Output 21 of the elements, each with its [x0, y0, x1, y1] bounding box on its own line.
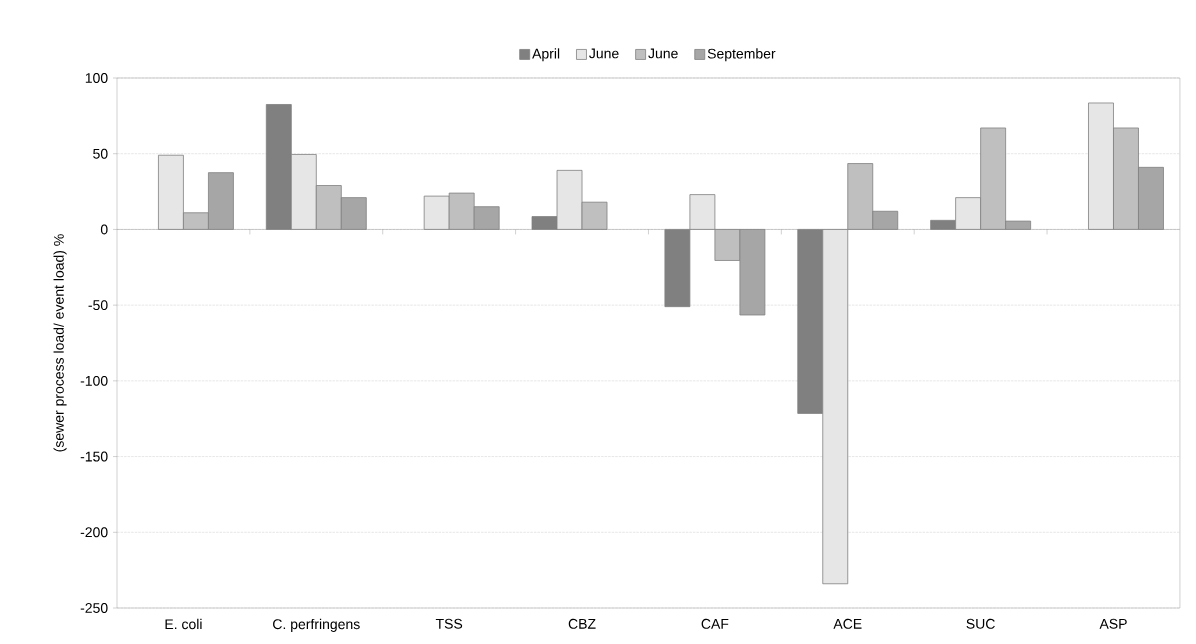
x-tick-label: E. coli [165, 618, 202, 630]
legend-label: June [589, 48, 619, 59]
y-tick-label: 50 [93, 148, 108, 159]
legend-label: April [532, 48, 560, 62]
y-tick-label: -250 [80, 603, 108, 613]
x-tick-label: CBZ [568, 618, 596, 629]
y-tick-label: 0 [100, 224, 108, 235]
y-axis-title: (sewer process load/ event load) % [53, 234, 67, 452]
y-tick-label: -200 [80, 527, 108, 538]
y-tick-label: -50 [88, 300, 108, 311]
x-tick-label: ACE [833, 618, 862, 629]
legend-label: September [707, 48, 776, 62]
y-tick-label: -100 [80, 375, 108, 386]
x-tick-label: ASP [1099, 618, 1127, 629]
y-tick-label: 100 [85, 73, 108, 83]
x-tick-label: TSS [435, 618, 463, 629]
x-tick-label: SUC [966, 618, 995, 629]
legend-label: June [648, 48, 678, 59]
x-tick-label: C. perfringens [273, 618, 360, 632]
x-tick-label: CAF [701, 618, 729, 629]
y-tick-label: -150 [80, 451, 108, 462]
